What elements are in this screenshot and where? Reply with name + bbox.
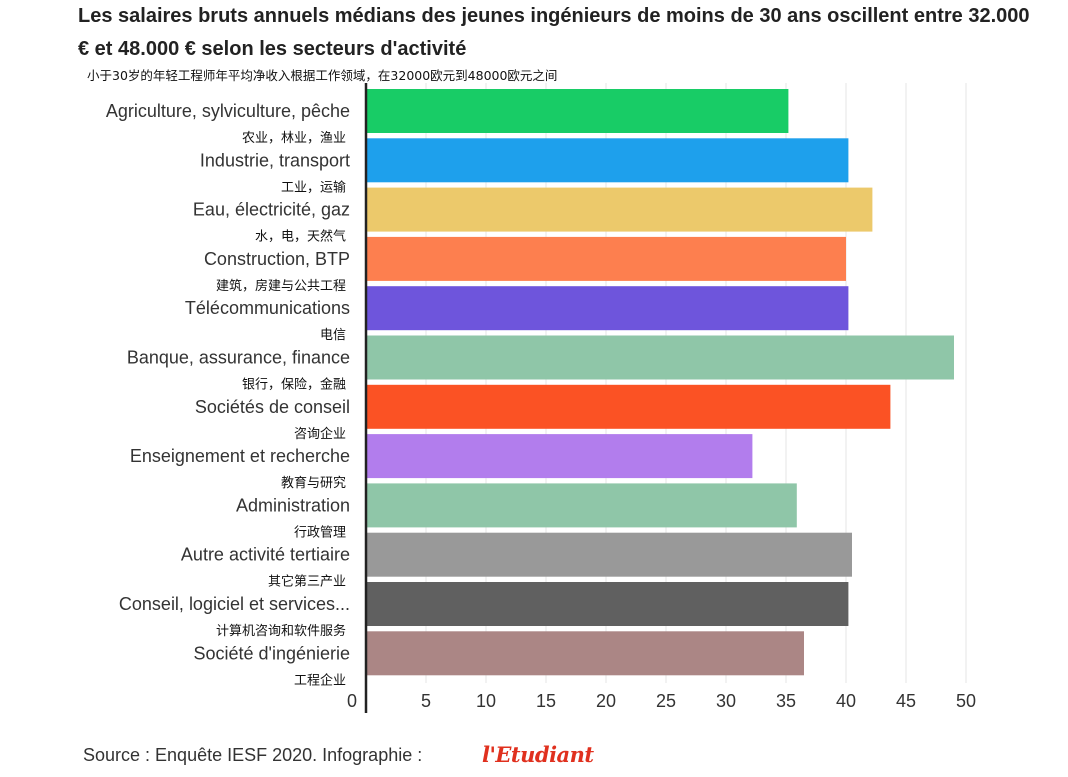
category-label: Autre activité tertiaire: [181, 545, 350, 565]
bar: [366, 384, 891, 429]
x-tick-label: 45: [896, 691, 916, 711]
bar: [366, 434, 753, 479]
x-tick-label: 30: [716, 691, 736, 711]
bar: [366, 138, 849, 183]
bar: [366, 631, 804, 676]
bar: [366, 187, 873, 232]
category-label-zh: 计算机咨询和软件服务: [216, 623, 346, 639]
category-label: Conseil, logiciel et services...: [119, 594, 350, 614]
x-tick-label: 25: [656, 691, 676, 711]
category-labels: Agriculture, sylviculture, pêche 农业，林业，渔业…: [106, 101, 350, 688]
category-label-zh: 电信: [320, 328, 346, 343]
bar: [366, 582, 849, 626]
category-label-zh: 教育与研究: [281, 475, 346, 491]
x-tick-label: 40: [836, 691, 856, 711]
category-label-zh: 其它第三产业: [268, 574, 346, 590]
x-tick-label: 50: [956, 691, 976, 711]
chart-title: Les salaires bruts annuels médians des j…: [78, 5, 1030, 60]
letudiant-logo: l'Etudiant: [482, 742, 594, 767]
x-tick-label: 0: [347, 691, 357, 711]
category-label-zh: 银行，保险，金融: [242, 377, 346, 393]
category-label: Eau, électricité, gaz: [193, 200, 350, 220]
category-label: Télécommunications: [185, 298, 350, 318]
x-tick-label: 15: [536, 691, 556, 711]
category-label-zh: 建筑，房建与公共工程: [216, 278, 346, 294]
category-label: Industrie, transport: [200, 150, 350, 170]
x-tick-label: 10: [476, 691, 496, 711]
category-label: Enseignement et recherche: [130, 446, 350, 466]
category-label-zh: 行政管理: [294, 525, 346, 540]
category-label: Construction, BTP: [204, 249, 350, 269]
x-tick-label: 5: [421, 691, 431, 711]
x-tick-label: 35: [776, 691, 796, 711]
bar: [366, 483, 797, 528]
category-label-zh: 农业，林业，渔业: [242, 131, 346, 146]
category-label-zh: 工程企业: [294, 672, 346, 688]
category-label-zh: 水，电，天然气: [255, 229, 346, 245]
category-label: Société d'ingénierie: [193, 643, 350, 663]
x-tick-labels: 0 5 10 15 20 25 30 35 40 45 50: [347, 691, 976, 711]
category-label: Sociétés de conseil: [195, 397, 350, 417]
x-tick-label: 20: [596, 691, 616, 711]
category-label: Agriculture, sylviculture, pêche: [106, 101, 350, 121]
chart-subtitle-zh: 小于30岁的年轻工程师年平均净收入根据工作领域，在32000欧元到48000欧元…: [87, 68, 558, 83]
category-label: Banque, assurance, finance: [127, 348, 350, 368]
source-note: Source : Enquête IESF 2020. Infographie …: [83, 745, 423, 765]
category-label-zh: 咨询企业: [294, 426, 346, 442]
bar: [366, 236, 846, 281]
bars: [366, 89, 954, 676]
category-label: Administration: [236, 495, 350, 515]
bar: [366, 335, 954, 380]
category-label-zh: 工业，运输: [281, 179, 346, 195]
bar: [366, 89, 789, 133]
bar: [366, 532, 852, 577]
bar: [366, 286, 849, 331]
bar-chart: Agriculture, sylviculture, pêche 农业，林业，渔业…: [106, 83, 976, 713]
